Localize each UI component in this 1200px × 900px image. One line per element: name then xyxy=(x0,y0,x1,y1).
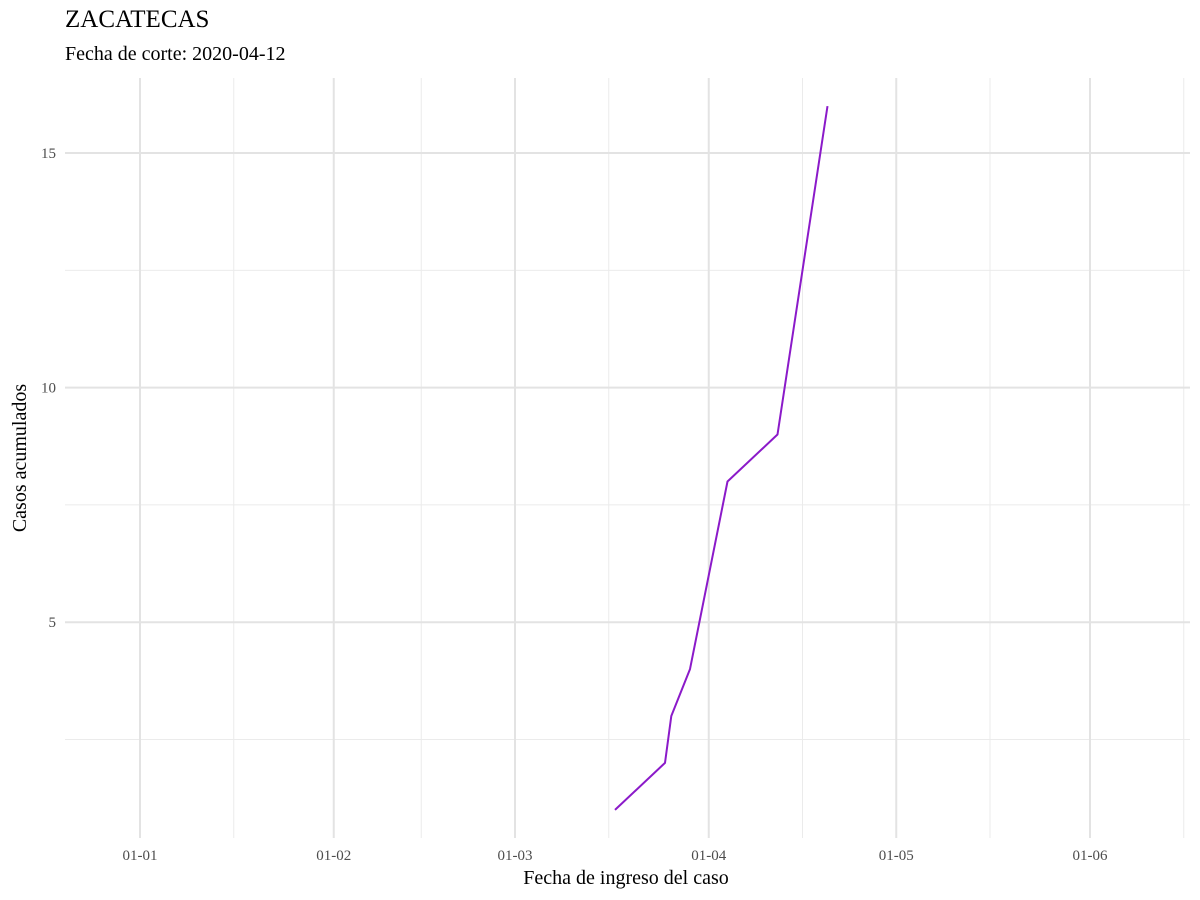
data-point xyxy=(777,434,779,436)
data-point xyxy=(827,105,829,107)
major-gridlines xyxy=(65,78,1190,838)
minor-gridlines xyxy=(65,78,1190,838)
data-point xyxy=(689,668,691,670)
x-tick-label: 01-05 xyxy=(879,848,914,864)
x-tick-label: 01-02 xyxy=(316,848,351,864)
x-tick-label: 01-06 xyxy=(1073,848,1108,864)
data-point xyxy=(614,809,616,811)
x-axis-title: Fecha de ingreso del caso xyxy=(523,867,728,889)
series-layer xyxy=(614,105,829,811)
series-line xyxy=(614,105,829,811)
data-point xyxy=(664,762,666,764)
y-tick-labels: 5 10 15 xyxy=(41,146,56,631)
data-point xyxy=(670,715,672,717)
x-tick-label: 01-04 xyxy=(691,848,726,864)
x-tick-labels: 01-01 01-02 01-03 01-04 01-05 01-06 xyxy=(123,848,1108,864)
y-tick-label: 15 xyxy=(41,146,56,162)
y-axis-title: Casos acumulados xyxy=(9,384,31,533)
chart-title: ZACATECAS xyxy=(65,6,210,33)
x-tick-label: 01-03 xyxy=(498,848,533,864)
y-tick-label: 10 xyxy=(41,381,56,397)
y-tick-label: 5 xyxy=(49,615,57,631)
data-point xyxy=(727,480,729,482)
x-tick-label: 01-01 xyxy=(123,848,158,864)
chart-subtitle: Fecha de corte: 2020-04-12 xyxy=(65,43,286,65)
